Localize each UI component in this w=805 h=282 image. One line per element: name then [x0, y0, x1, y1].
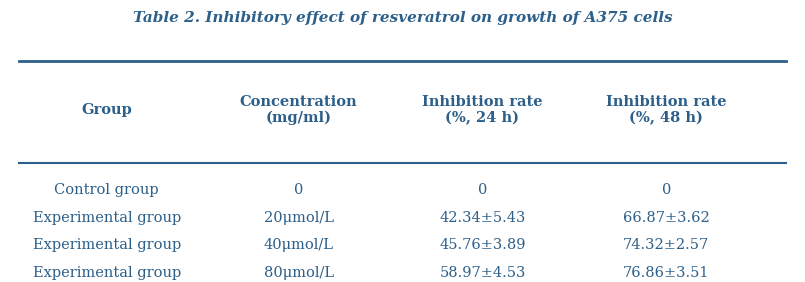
Text: 40μmol/L: 40μmol/L	[263, 238, 333, 252]
Text: Experimental group: Experimental group	[32, 238, 181, 252]
Text: Experimental group: Experimental group	[32, 266, 181, 280]
Text: Table 2. Inhibitory effect of resveratrol on growth of A375 cells: Table 2. Inhibitory effect of resveratro…	[133, 11, 672, 25]
Text: 58.97±4.53: 58.97±4.53	[440, 266, 526, 280]
Text: 45.76±3.89: 45.76±3.89	[440, 238, 526, 252]
Text: Inhibition rate
(%, 48 h): Inhibition rate (%, 48 h)	[606, 95, 727, 125]
Text: 0: 0	[477, 183, 487, 197]
Text: 20μmol/L: 20μmol/L	[263, 210, 333, 224]
Text: Concentration
(mg/ml): Concentration (mg/ml)	[240, 95, 357, 125]
Text: Control group: Control group	[55, 183, 159, 197]
Text: 74.32±2.57: 74.32±2.57	[623, 238, 709, 252]
Text: Experimental group: Experimental group	[32, 210, 181, 224]
Text: 0: 0	[662, 183, 671, 197]
Text: 0: 0	[294, 183, 303, 197]
Text: 76.86±3.51: 76.86±3.51	[623, 266, 709, 280]
Text: Inhibition rate
(%, 24 h): Inhibition rate (%, 24 h)	[422, 95, 543, 125]
Text: 42.34±5.43: 42.34±5.43	[440, 210, 526, 224]
Text: 66.87±3.62: 66.87±3.62	[623, 210, 710, 224]
Text: Group: Group	[81, 103, 132, 117]
Text: 80μmol/L: 80μmol/L	[263, 266, 333, 280]
